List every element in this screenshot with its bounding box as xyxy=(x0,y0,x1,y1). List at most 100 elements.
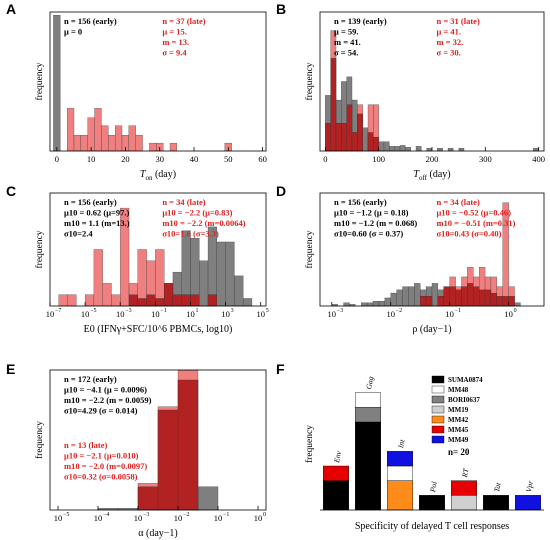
stats-late-line: m10 = −2.0 (m=0.0097) xyxy=(64,461,147,471)
bar-late xyxy=(128,125,136,152)
bar-early xyxy=(383,141,390,152)
bar-overlap xyxy=(207,294,217,307)
x-axis-label-unit: (day) xyxy=(152,169,176,180)
x-tick-exponent: −1 xyxy=(160,308,166,314)
stack-segment xyxy=(515,495,542,511)
x-tick-label: 10 xyxy=(445,309,454,319)
stats-late-line: μ10 = −2.1 (μ=0.010) xyxy=(64,451,139,461)
bar-overlap xyxy=(420,296,427,307)
bar-early xyxy=(399,145,406,152)
bar-early xyxy=(408,286,415,307)
x-axis-label-unit: (day) xyxy=(427,169,451,180)
legend-swatch xyxy=(431,425,445,434)
x-axis-label: Ton (day) xyxy=(140,169,176,182)
bar-late xyxy=(58,294,68,307)
panel-b: B 0 100 200 300 400 frequency Toff (day) n = 139… xyxy=(276,1,545,182)
stats-late-line: m10 = −0.51 (m=0.31) xyxy=(436,218,515,228)
legend-entry: MM45 xyxy=(448,426,469,434)
category-label: Gag xyxy=(364,375,375,390)
bar-overlap xyxy=(137,486,159,511)
stack-segment xyxy=(451,480,478,496)
bar-early xyxy=(405,147,411,152)
bar-early xyxy=(389,146,395,152)
category-label: Pol xyxy=(428,481,439,494)
legend-entry: MM48 xyxy=(448,386,469,394)
stack-segment xyxy=(387,451,414,467)
legend-swatch xyxy=(431,435,445,444)
stats-early-line: μ10 = −1.2 (μ = 0.18) xyxy=(334,208,409,218)
stats-early-line: n = 172 (early) xyxy=(64,374,117,384)
bar-overlap xyxy=(461,286,468,307)
bar-late xyxy=(114,125,123,152)
x-tick-label: 300 xyxy=(479,154,492,164)
bar-overlap xyxy=(172,294,182,307)
bar-late xyxy=(149,142,157,152)
legend-swatch xyxy=(431,415,445,424)
bar-overlap xyxy=(155,298,165,307)
bar-overlap xyxy=(163,283,174,307)
x-tick-label: 100 xyxy=(372,154,385,164)
x-tick-exponent: −7 xyxy=(55,308,61,314)
bar-early xyxy=(199,260,209,307)
stats-early-line: m10 = 1.1 (m=13.) xyxy=(64,218,130,228)
x-tick-label: 400 xyxy=(532,154,545,164)
bar-overlap xyxy=(467,283,474,307)
x-tick-exponent: −1 xyxy=(455,308,461,314)
bar-late xyxy=(135,135,143,152)
bar-overlap xyxy=(128,294,138,307)
bar-early xyxy=(207,226,217,307)
x-tick-exponent: −1 xyxy=(223,512,229,518)
bar-late xyxy=(67,294,77,307)
bar-late xyxy=(80,135,88,152)
x-axis-label: E0 (IFNγ+SFC/10^6 PBMCs, log10) xyxy=(84,324,233,335)
x-tick-label: 10 xyxy=(214,513,223,523)
bar-late xyxy=(111,294,121,307)
stats-late-line: μ = 41. xyxy=(436,27,461,37)
legend-swatch xyxy=(431,375,445,384)
x-tick-exponent: 3 xyxy=(231,308,234,314)
bar-overlap xyxy=(335,123,342,152)
bar-early xyxy=(458,148,465,152)
x-axis-label-main: T xyxy=(140,169,147,180)
x-tick-label: 10 xyxy=(116,309,125,319)
bar-early xyxy=(367,302,374,307)
bar-early xyxy=(216,241,226,307)
plot-frame xyxy=(49,369,267,511)
y-axis-label: frequency xyxy=(34,230,45,268)
legend-swatch xyxy=(431,395,445,404)
bar-early xyxy=(372,301,380,307)
category-label: RT xyxy=(460,467,471,479)
bar-early xyxy=(390,292,397,307)
x-tick-exponent: −2 xyxy=(183,512,189,518)
bar-late xyxy=(108,135,116,152)
x-tick-exponent: −3 xyxy=(125,308,131,314)
stack-segment xyxy=(483,495,510,511)
bar-overlap xyxy=(367,132,374,152)
x-tick-label: 200 xyxy=(426,154,439,164)
x-tick-label: 0 xyxy=(55,154,59,164)
stats-early-line: σ = 54. xyxy=(334,48,358,58)
bar-late xyxy=(84,294,95,307)
plot-frame xyxy=(49,11,267,152)
stats-late-line: σ10=0.43 (σ=0.40) xyxy=(436,229,501,239)
x-tick-label: 10 xyxy=(256,309,265,319)
y-axis-label: frequency xyxy=(34,421,45,459)
bar-late xyxy=(137,249,147,307)
bar-overlap xyxy=(443,286,450,307)
x-axis-label: Toff (day) xyxy=(413,169,450,182)
bar-early xyxy=(514,302,521,307)
bar-early xyxy=(197,486,219,511)
bar-overlap xyxy=(341,123,347,152)
stats-late-line: n = 34 (late) xyxy=(436,197,479,207)
legend-swatch xyxy=(431,385,445,394)
stats-early-line: σ10=2.4 xyxy=(64,229,93,239)
bar-early xyxy=(431,283,439,307)
bar-early xyxy=(378,141,385,152)
x-axis-label: Specificity of delayed T cell responses xyxy=(355,521,509,532)
bar-overlap xyxy=(181,294,191,307)
x-tick-label: 50 xyxy=(224,154,233,164)
bar-early xyxy=(343,302,350,307)
legend-entry: MM19 xyxy=(448,406,469,414)
y-axis-label: frequency xyxy=(34,62,45,100)
